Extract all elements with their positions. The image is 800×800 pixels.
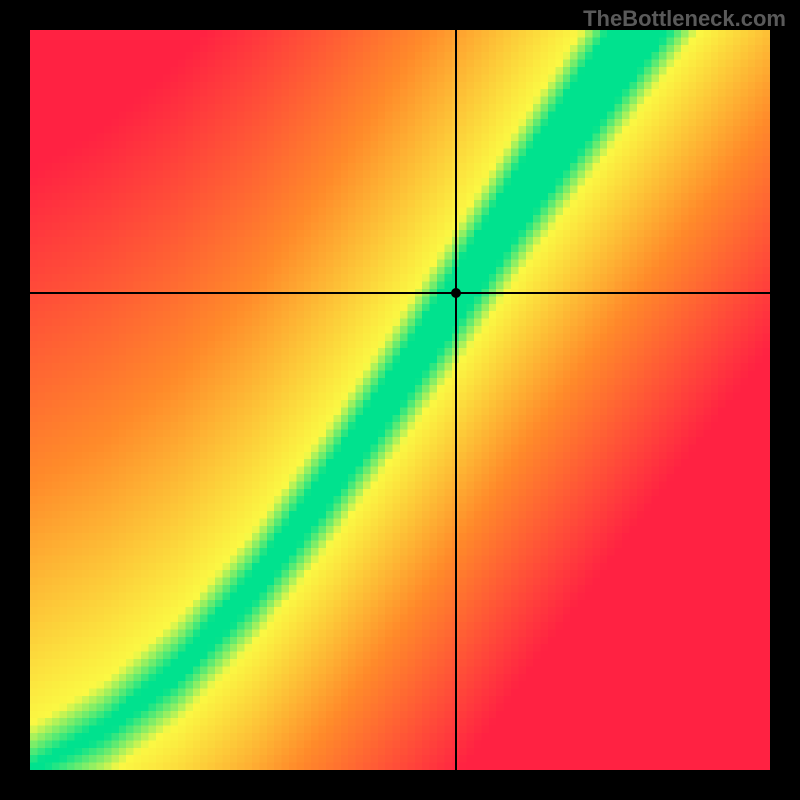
heatmap-plot xyxy=(30,30,770,770)
crosshair-marker xyxy=(451,288,461,298)
watermark-text: TheBottleneck.com xyxy=(583,6,786,32)
heatmap-canvas xyxy=(30,30,770,770)
crosshair-horizontal xyxy=(30,292,770,294)
crosshair-vertical xyxy=(455,30,457,770)
